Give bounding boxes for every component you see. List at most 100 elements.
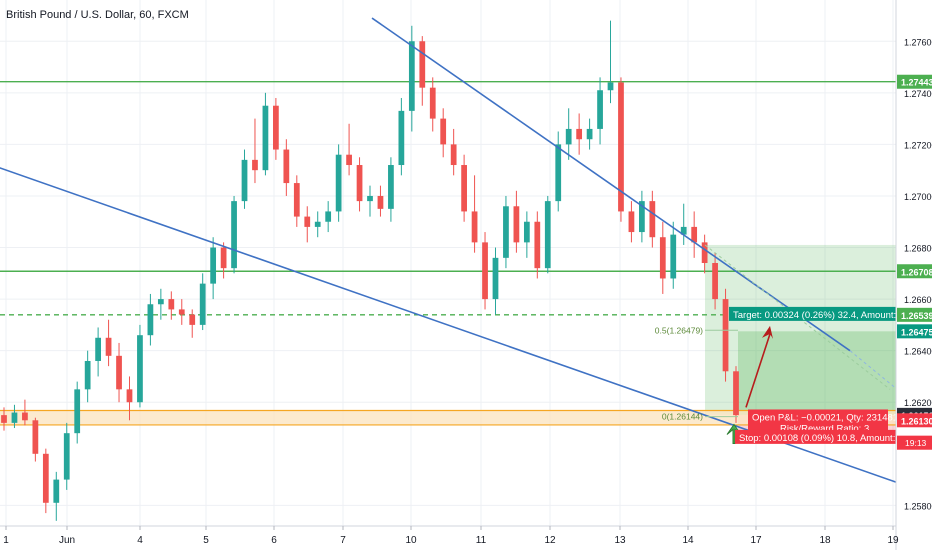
candle-body [105,337,112,356]
candle-body [241,159,248,202]
candle-body [377,195,384,209]
price-label-bg [897,413,932,428]
candle-body [639,201,645,233]
candle-body [231,201,237,269]
candle-body [314,221,321,227]
countdown-bg [897,435,932,448]
price-label: 1.26708 [901,267,932,277]
annotations: 0.5(1.26479) 0(1.26144) Target: 0.00324 (0… [655,306,915,444]
projection-arrow-line [745,333,771,408]
pnl-label: Open P&L: −0.00021, Qty: 231481 [752,412,898,423]
y-tick-label: 1.27400 [904,89,932,99]
fib-label: 0(1.26144) [662,412,703,422]
candle-body [116,355,122,390]
candle-body [168,299,175,310]
candle-body [126,389,133,403]
stop-label-bg [735,429,896,444]
x-tick-label: 19 [887,535,899,546]
x-tick-label: 4 [137,535,143,546]
candle-body [11,412,18,423]
x-tick-label: 7 [340,535,346,546]
candle-body [53,479,60,503]
target-label: Target: 0.00324 (0.26%) 32.4, Amount: 17… [733,310,915,321]
candle-body [597,90,603,129]
y-tick-label: 1.27000 [904,192,932,202]
target-label-bg [729,306,896,321]
candle-body [586,128,593,140]
candle-body [503,206,509,258]
candle-body [293,183,300,217]
candle-body [461,165,467,212]
price-label-bg [897,324,932,339]
candle-body [429,87,436,119]
candle-body [304,216,311,227]
x-tick-label: 18 [819,535,831,546]
candle-body [388,165,394,209]
candle-body [701,242,708,263]
trendline [371,17,851,352]
fib-label: 0.5(1.26479) [655,325,703,335]
candle-body [450,144,457,166]
candle-body [482,242,488,300]
candle-body [419,41,426,88]
candle-body [367,195,373,202]
candle-body [325,211,332,222]
candle-body [670,234,677,279]
candle-body [1,415,7,423]
candle-body [189,314,196,325]
time-axis: 1 Jun 4 5 6 7 10 11 12 13 14 17 18 19 [0,525,899,546]
support-zone [0,410,896,425]
price-label-bg [897,74,932,89]
candle-body [356,165,363,202]
candle-body [722,299,729,372]
candle-body [95,337,101,361]
price-axis: 1.27600 1.27400 1.27200 1.27000 1.26800 1.266… [895,0,932,550]
candle-body [84,360,91,390]
candle-body [42,453,49,503]
candle-body [147,304,154,336]
candle-body [607,82,614,91]
chart-title: British Pound / U.S. Dollar, 60, FXCM [6,9,189,21]
candle-body [565,128,572,145]
candle-body [628,211,635,233]
candle-body [199,283,206,325]
candle-body [346,154,352,166]
price-label-bg [897,264,932,279]
x-tick-label: 1 [3,535,9,546]
price-label: 1.26130 [901,416,932,426]
candle-body [680,226,687,235]
candle-body [492,257,499,300]
trendlines [0,17,897,483]
x-tick-label: 5 [203,535,209,546]
candle-body [733,371,739,416]
candle-body [210,247,217,284]
rr-label: Risk/Reward Ratio: 3 [780,423,869,434]
candle-body [649,201,656,238]
candle-body [283,149,290,184]
x-tick-label: 12 [544,535,556,546]
y-tick-label: 1.27600 [904,37,932,47]
candle-body [63,433,70,480]
candle-body [691,226,698,243]
candle-body [555,144,562,202]
projection-arrow-icon [762,325,773,339]
candles [1,20,739,521]
candle-body [22,412,28,421]
candle-body [544,201,551,269]
candle-body [408,41,415,111]
candle-body [178,309,185,315]
y-tick-label: 1.26800 [904,244,932,254]
candle-body [712,263,718,300]
x-tick-label: 11 [476,535,487,546]
candle-body [262,105,269,171]
x-tick-label: 10 [405,535,417,546]
candle-body [32,420,39,454]
stop-label: Stop: 0.00108 (0.09%) 10.8, Amount: 750 [739,433,914,444]
countdown-label: 19:13 [905,438,927,448]
candle-body [513,206,520,243]
x-tick-label: 6 [271,535,277,546]
candle-body [157,299,164,305]
x-tick-label: 14 [682,535,694,546]
x-tick-label: 17 [750,535,762,546]
trendline [0,167,897,483]
